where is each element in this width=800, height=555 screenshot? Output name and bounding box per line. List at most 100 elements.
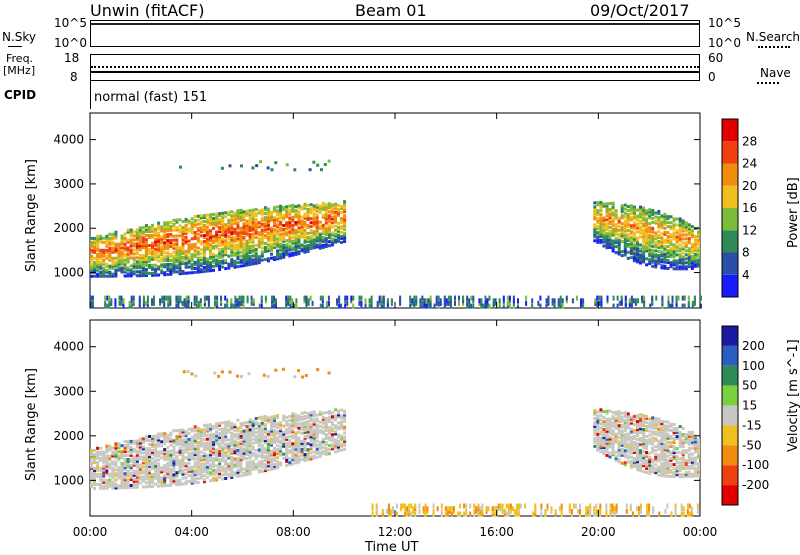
range-cell [679, 473, 682, 476]
range-cell [151, 435, 154, 438]
range-cell [673, 467, 676, 470]
range-cell [133, 256, 136, 259]
range-cell [142, 469, 145, 472]
range-cell [143, 296, 145, 301]
range-cell [106, 304, 108, 309]
range-cell [166, 221, 169, 224]
range-cell [279, 253, 282, 256]
range-cell [270, 253, 273, 256]
range-cell [633, 457, 636, 460]
range-cell [663, 245, 666, 248]
range-cell [294, 221, 297, 224]
range-cell [258, 209, 261, 212]
range-cell [517, 298, 519, 303]
range-cell [670, 441, 673, 444]
range-cell [593, 223, 596, 226]
range-cell [249, 424, 252, 427]
range-cell [151, 224, 154, 227]
range-cell [214, 296, 216, 301]
range-cell [602, 410, 605, 413]
range-cell [596, 231, 599, 234]
range-cell [325, 237, 328, 240]
range-cell [105, 445, 108, 448]
range-cell [279, 221, 282, 224]
range-cell [688, 247, 691, 250]
range-cell [316, 444, 319, 447]
range-cell [694, 253, 697, 256]
range-cell [472, 296, 474, 301]
range-cell [133, 238, 136, 241]
range-cell [172, 229, 175, 232]
range-cell [194, 243, 197, 246]
range-cell [230, 214, 233, 217]
range-cell [169, 221, 172, 224]
range-cell [264, 447, 267, 450]
range-cell [297, 437, 300, 440]
range-cell [154, 465, 157, 468]
range-cell [196, 304, 198, 309]
range-cell [288, 415, 291, 418]
range-cell [304, 415, 307, 418]
range-cell [121, 251, 124, 254]
range-cell [319, 205, 322, 208]
range-cell [328, 202, 331, 205]
range-cell [648, 234, 651, 237]
range-cell [546, 304, 548, 309]
range-cell [428, 298, 430, 303]
range-cell [273, 296, 275, 301]
range-cell [233, 228, 236, 231]
range-cell [127, 458, 130, 461]
range-cell [185, 218, 188, 221]
range-cell [224, 296, 226, 301]
range-cell [160, 476, 163, 479]
range-cell [253, 298, 255, 303]
range-cell [179, 218, 182, 221]
range-cell [133, 440, 136, 443]
range-cell [654, 431, 657, 434]
range-cell [316, 204, 319, 207]
range-cell [127, 454, 130, 457]
range-cell [279, 227, 282, 230]
range-cell [685, 237, 688, 240]
range-cell [346, 301, 348, 306]
range-cell [685, 249, 688, 252]
colorbar-tick: 24 [742, 157, 757, 171]
range-cell [221, 445, 224, 448]
range-cell [593, 417, 596, 420]
range-cell [236, 209, 239, 212]
range-cell [310, 296, 312, 301]
range-cell [203, 452, 206, 455]
range-cell [188, 266, 191, 269]
range-cell [96, 447, 99, 450]
range-cell [313, 410, 316, 413]
range-cell [340, 241, 343, 244]
range-cell [258, 422, 261, 425]
range-cell [179, 479, 182, 482]
range-cell [602, 450, 605, 453]
range-cell [93, 275, 96, 278]
range-cell [243, 472, 246, 475]
range-cell [322, 214, 325, 217]
range-cell [154, 459, 157, 462]
range-cell [307, 204, 310, 207]
range-cell [657, 428, 660, 431]
range-cell [615, 223, 618, 226]
range-cell [166, 239, 169, 242]
range-cell [334, 239, 337, 242]
range-cell [114, 257, 117, 260]
range-cell [627, 412, 630, 415]
range-cell [169, 225, 172, 228]
range-cell [175, 455, 178, 458]
range-cell [279, 445, 282, 448]
range-cell [618, 233, 621, 236]
range-cell [340, 435, 343, 438]
range-cell [104, 296, 106, 301]
range-cell [172, 239, 175, 242]
range-cell [136, 256, 139, 259]
range-cell [240, 265, 243, 268]
range-cell [255, 208, 258, 211]
range-cell [630, 416, 633, 419]
range-cell [312, 161, 315, 164]
colorbar-segment [722, 119, 738, 141]
range-cell [676, 236, 679, 239]
